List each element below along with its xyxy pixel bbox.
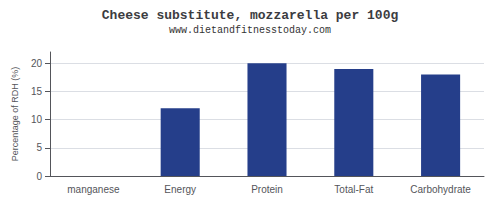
svg-text:Protein: Protein: [251, 184, 283, 195]
svg-text:0: 0: [36, 171, 42, 182]
svg-text:www.dietandfitnesstoday.com: www.dietandfitnesstoday.com: [169, 25, 331, 36]
svg-text:10: 10: [31, 114, 43, 125]
svg-text:manganese: manganese: [67, 184, 120, 195]
svg-text:Total-Fat: Total-Fat: [334, 184, 373, 195]
svg-text:15: 15: [31, 86, 43, 97]
svg-text:20: 20: [31, 58, 43, 69]
svg-text:Percentage of RDH (%): Percentage of RDH (%): [10, 67, 20, 162]
svg-text:Energy: Energy: [164, 184, 196, 195]
svg-text:5: 5: [36, 142, 42, 153]
svg-text:Carbohydrate: Carbohydrate: [410, 184, 471, 195]
svg-text:Cheese substitute, mozzarella: Cheese substitute, mozzarella per 100g: [102, 8, 399, 23]
